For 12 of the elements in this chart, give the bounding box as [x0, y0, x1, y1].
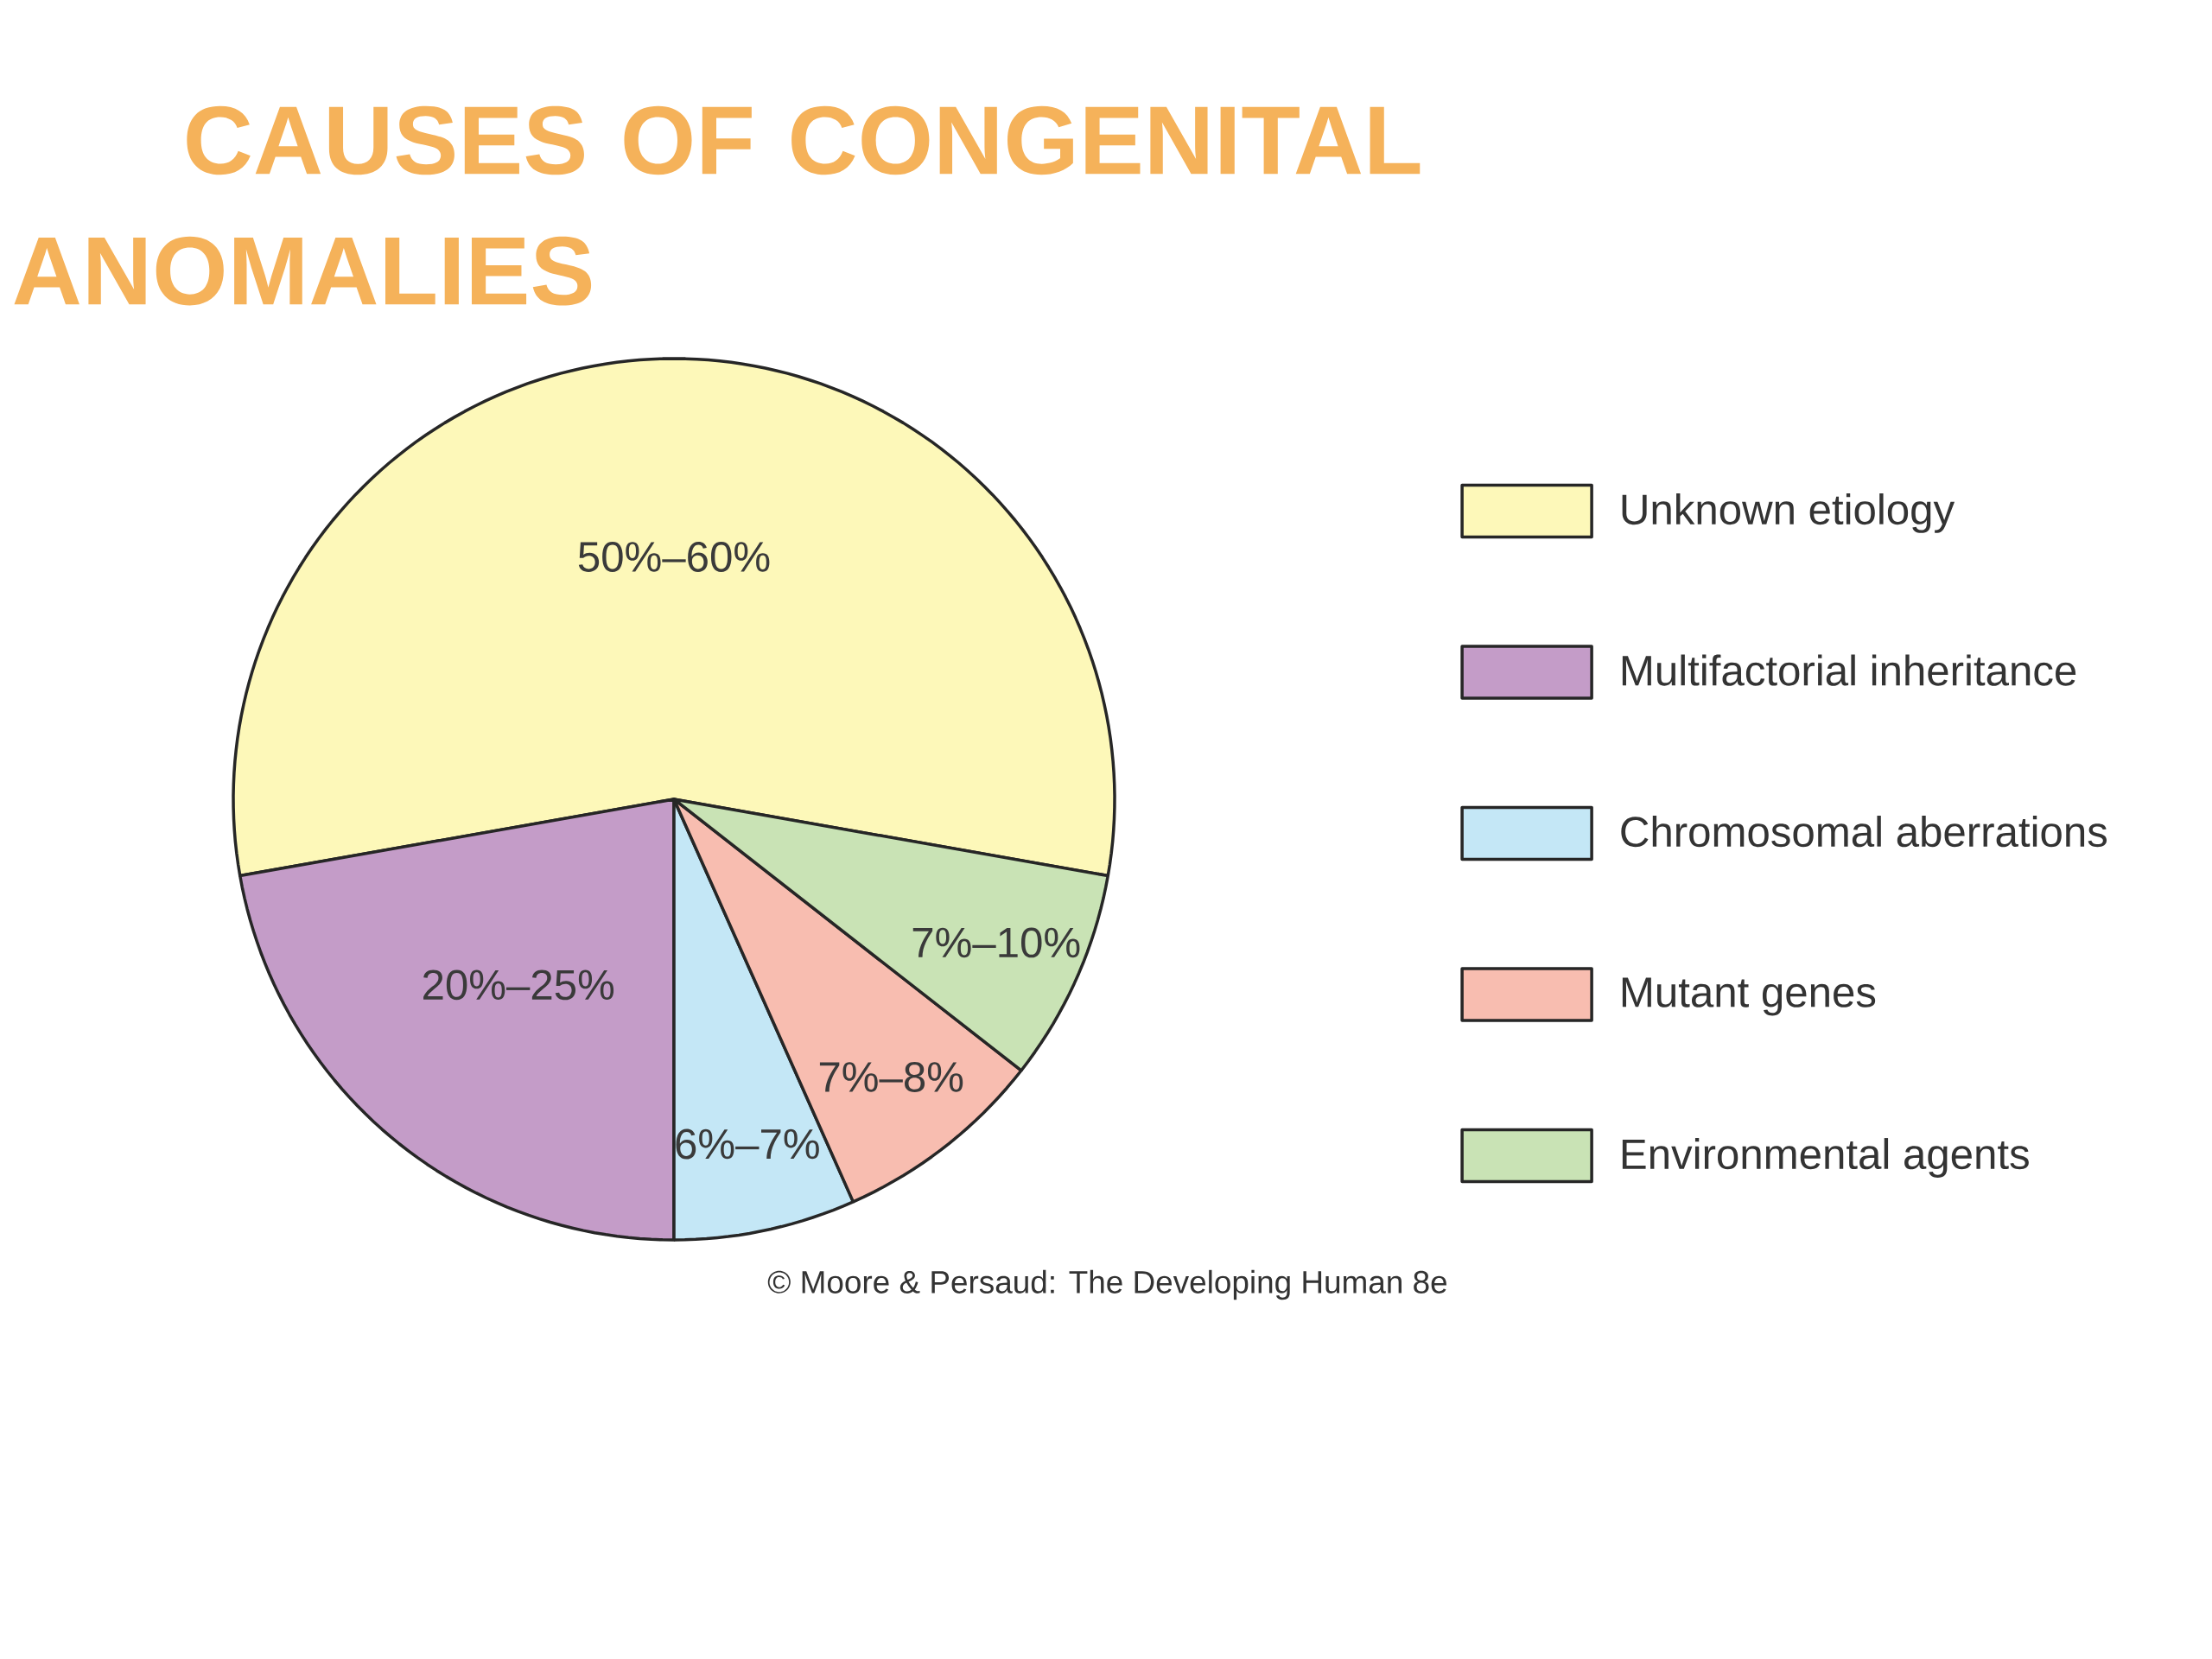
data-label: 6%–7% [676, 1128, 819, 1160]
chart-title: CAUSES OF CONGENITAL ANOMALIES [14, 105, 1421, 306]
text: © Moore & Persaud: The Developing Human 8e [767, 1269, 1446, 1300]
data-label: 20%–25% [423, 969, 614, 1001]
legend-label: Mutant genes [1622, 977, 1876, 1016]
data-label: 7%–10% [912, 927, 1080, 958]
legend-label: Multifactorial inheritance [1622, 654, 2076, 686]
legend-label: Environmental agents [1622, 1138, 2029, 1178]
data-label: 50%–60% [578, 542, 770, 572]
legend-label: Chromosomal aberrations [1621, 816, 2107, 848]
legend-label: Unknown etiology [1622, 493, 1955, 533]
data-label: 7%–8% [819, 1062, 963, 1092]
